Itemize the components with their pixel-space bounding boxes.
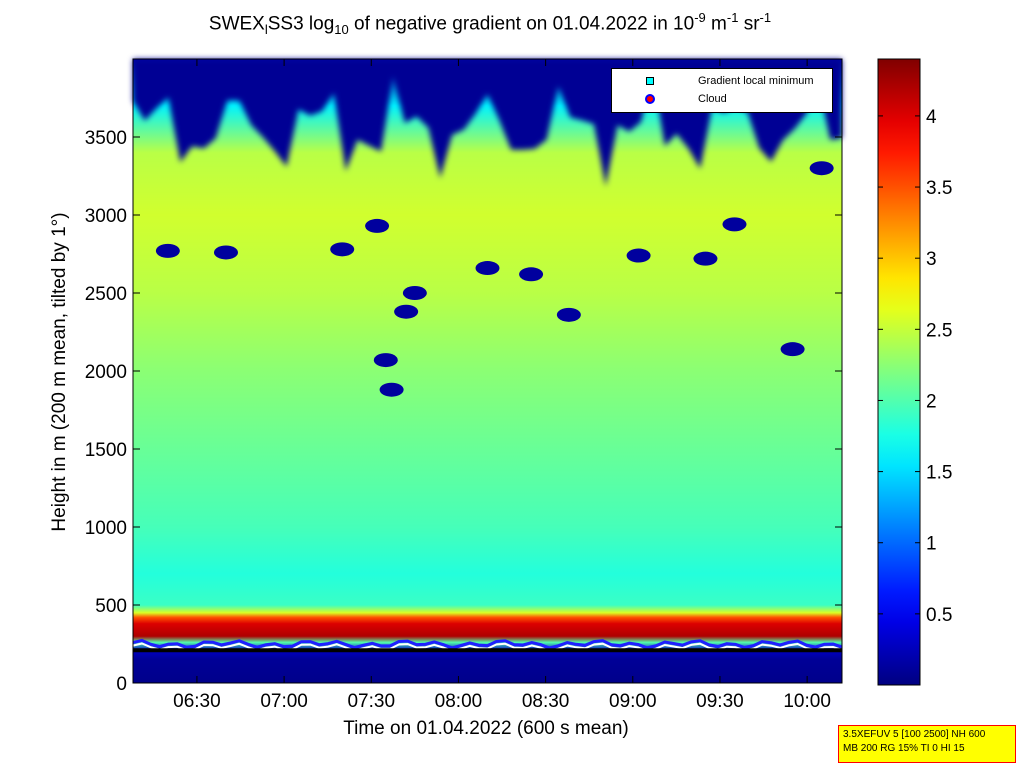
colorbar-tick-label: 2	[926, 391, 937, 412]
legend: Gradient local minimum Cloud	[611, 68, 833, 113]
low-value-patch	[722, 217, 747, 232]
colorbar-tick-label: 0.5	[926, 605, 952, 626]
low-value-patch	[519, 267, 544, 282]
colorbar-tick-label: 1	[926, 534, 937, 555]
low-value-patch	[693, 251, 718, 266]
low-value-patch	[330, 242, 355, 257]
y-tick-label: 3000	[85, 206, 127, 227]
low-value-patch	[809, 161, 834, 176]
x-tick-label: 09:30	[696, 691, 744, 712]
y-axis: 0 500 1000 1500 2000 2500 3000 3500	[85, 128, 842, 695]
colorbar-tick-label: 3	[926, 249, 937, 270]
info-box: 3.5XEFUV 5 [100 2500] NH 600 MB 200 RG 1…	[838, 725, 1016, 763]
y-tick-label: 1000	[85, 518, 127, 539]
info-line-1: 3.5XEFUV 5 [100 2500] NH 600	[843, 729, 986, 740]
colorbar-tick-label: 1.5	[926, 463, 952, 484]
low-value-patch	[379, 382, 404, 397]
colorbar-tick-label: 3.5	[926, 178, 952, 199]
legend-entry-gradient-min: Gradient local minimum	[612, 73, 832, 91]
low-value-patch	[780, 342, 805, 357]
x-axis-label: Time on 01.04.2022 (600 s mean)	[343, 718, 629, 739]
x-axis: 06:30 07:00 07:30 08:00 08:30 09:00 09:30 10:00	[173, 59, 831, 712]
legend-label: Gradient local minimum	[698, 75, 814, 87]
x-tick-label: 06:30	[173, 691, 221, 712]
low-value-patch	[402, 286, 427, 300]
y-tick-label: 3500	[85, 128, 127, 149]
y-tick-label: 0	[116, 674, 127, 695]
colorbar: 0.5 1 1.5 2 2.5 3 3.5 4	[877, 58, 952, 686]
x-tick-label: 08:00	[435, 691, 483, 712]
y-tick-label: 500	[95, 596, 127, 617]
low-value-patch	[556, 307, 581, 322]
legend-square-marker	[646, 77, 654, 85]
colorbar-tick-label: 4	[926, 107, 937, 128]
y-tick-label: 2000	[85, 362, 127, 383]
low-value-patch	[394, 304, 419, 319]
x-tick-label: 10:00	[783, 691, 831, 712]
x-tick-label: 08:30	[522, 691, 570, 712]
low-value-patch	[373, 353, 398, 368]
y-tick-label: 2500	[85, 284, 127, 305]
colorbar-tick-label: 2.5	[926, 320, 952, 341]
chart-title: SWEXlSS3 log10 of negative gradient on 0…	[208, 10, 772, 38]
low-value-patch	[155, 243, 180, 258]
low-value-patch	[213, 245, 238, 260]
heatmap-field	[133, 59, 842, 683]
legend-circle-marker	[645, 94, 655, 104]
cloud-marker-line	[132, 638, 843, 650]
x-tick-label: 07:00	[260, 691, 308, 712]
plot-area	[132, 58, 843, 684]
info-line-2: MB 200 RG 15% TI 0 HI 15	[843, 743, 965, 754]
x-tick-label: 09:00	[609, 691, 657, 712]
legend-entry-cloud: Cloud	[612, 91, 832, 109]
colorbar-ramp	[877, 58, 921, 686]
legend-label: Cloud	[698, 93, 727, 105]
low-value-patch	[475, 261, 500, 276]
low-value-patch	[365, 218, 390, 233]
x-tick-label: 07:30	[347, 691, 395, 712]
low-value-patch	[626, 248, 651, 263]
y-tick-label: 1500	[85, 440, 127, 461]
